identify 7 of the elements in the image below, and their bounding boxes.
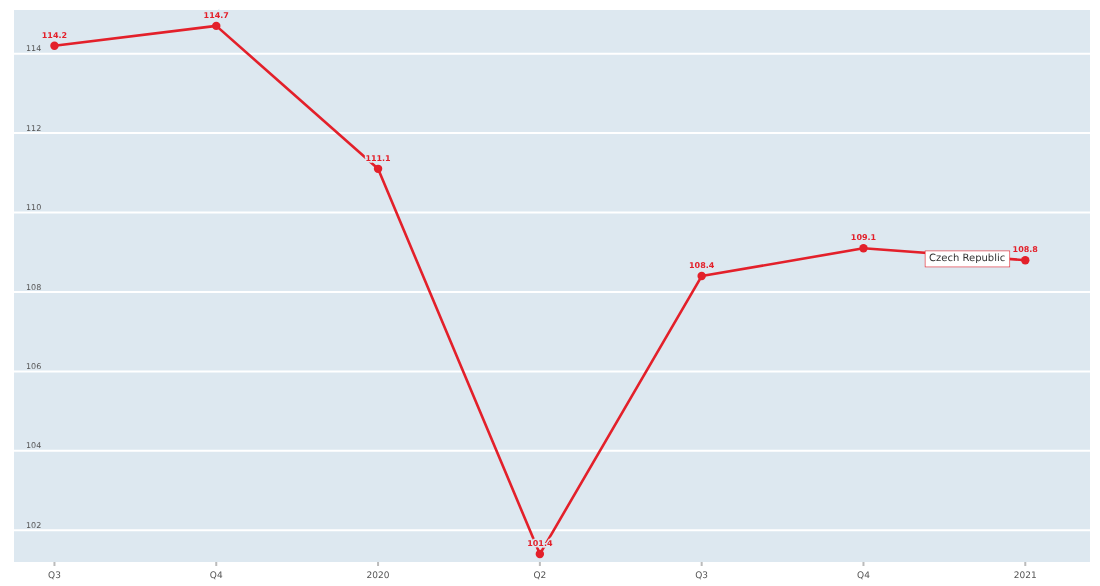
point xyxy=(212,21,221,31)
point xyxy=(373,164,383,174)
point xyxy=(535,549,545,559)
point xyxy=(859,244,868,253)
point xyxy=(697,271,706,281)
point xyxy=(1021,255,1030,265)
point xyxy=(50,41,59,50)
